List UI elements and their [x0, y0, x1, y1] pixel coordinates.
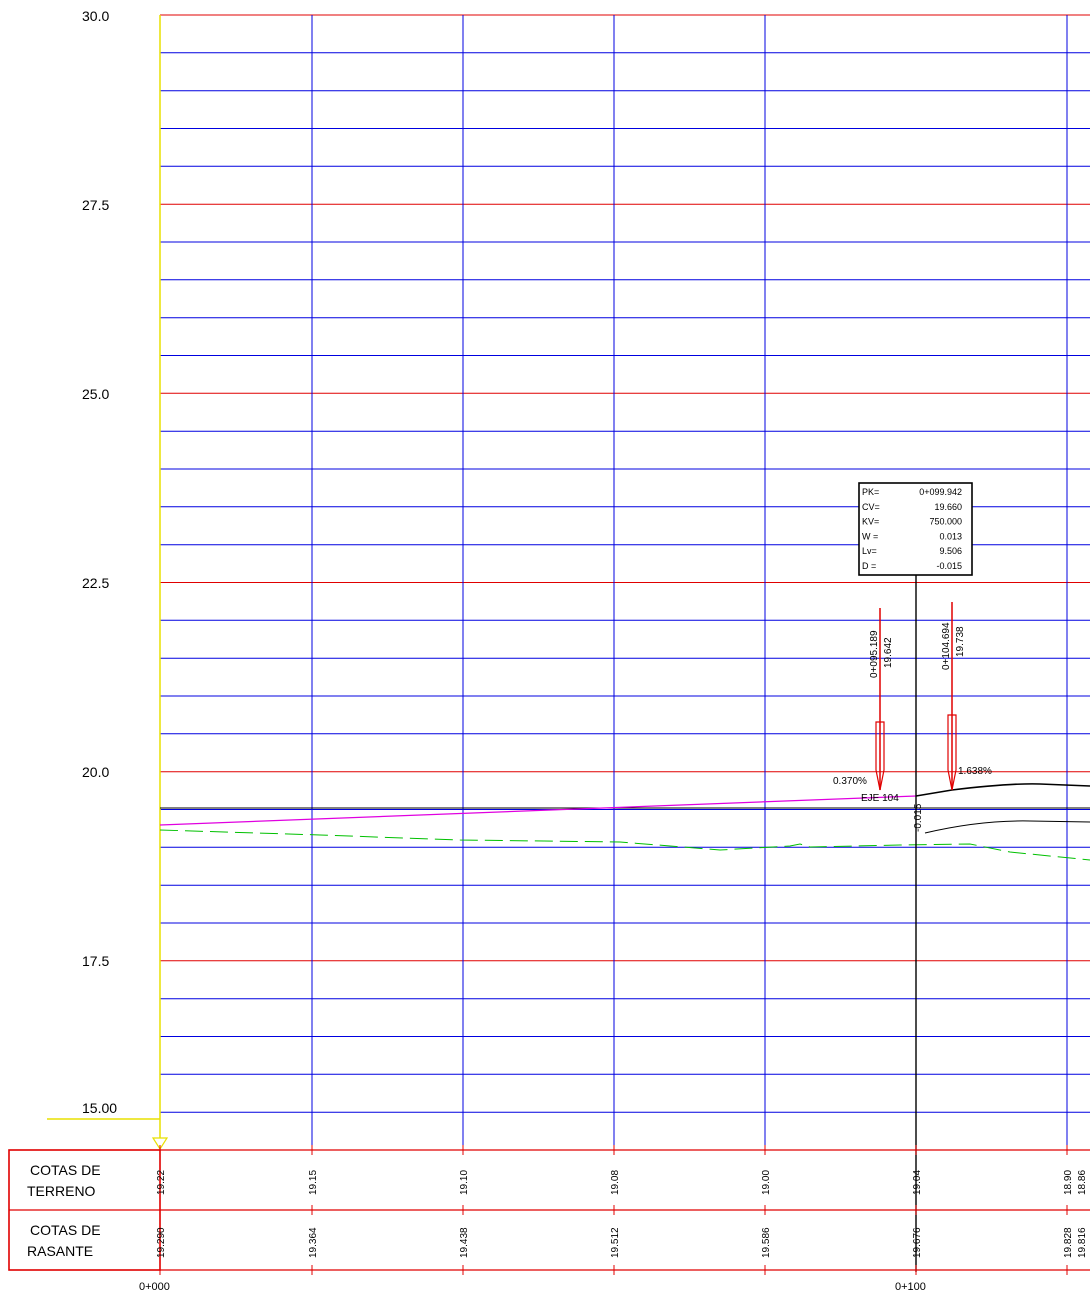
vc-value: 19.660: [934, 502, 962, 512]
marker-right: 0+104.694 19.738: [941, 602, 966, 791]
vertical-grid: [311, 15, 1068, 1150]
marker-left-station: 0+095.189: [869, 630, 880, 678]
marker-right-station: 0+104.694: [941, 622, 952, 670]
datum-label: 15.00: [82, 1100, 117, 1116]
slope-out-label: 1.638%: [958, 766, 992, 777]
rasante-value: 19.816: [1077, 1227, 1088, 1258]
rasante-value: 19.512: [610, 1227, 621, 1258]
terreno-value: 19.08: [610, 1170, 621, 1195]
rasante-value: 19.290: [156, 1227, 167, 1258]
offset-label: -0.015: [913, 803, 924, 832]
station-label-0: 0+000: [139, 1281, 170, 1293]
terreno-value: 19.22: [156, 1170, 167, 1195]
station-label-100: 0+100: [895, 1281, 926, 1293]
row1-line2: TERRENO: [27, 1183, 96, 1199]
vc-key: W =: [862, 531, 878, 541]
datum-marker-icon: [151, 1137, 169, 1151]
vc-key: PK=: [862, 487, 879, 497]
vc-key: CV=: [862, 502, 880, 512]
axis-label: EJE 104: [861, 793, 899, 804]
terreno-value: 19.04: [912, 1170, 923, 1195]
down-arrow-icon: [947, 714, 957, 791]
vc-key: KV=: [862, 517, 879, 527]
rasante-value: 19.364: [308, 1227, 319, 1258]
rasante-value: 19.438: [459, 1227, 470, 1258]
terreno-value: 19.15: [308, 1170, 319, 1195]
y-label-30: 30.0: [82, 8, 109, 24]
y-label-20: 20.0: [82, 764, 109, 780]
vc-value: 9.506: [939, 546, 962, 556]
rasante-value: 19.828: [1063, 1227, 1074, 1258]
vc-value: 0+099.942: [919, 487, 962, 497]
design-line: [915, 783, 1090, 797]
row2-line1: COTAS DE: [30, 1222, 101, 1238]
vertical-curve-box: PK= 0+099.942 CV= 19.660 KV= 750.000 W = 0.013 L…: [858, 482, 973, 576]
rasante-line: [159, 795, 917, 826]
vc-key: D =: [862, 561, 876, 571]
horizontal-grid: [160, 14, 1090, 1151]
marker-left: 0+095.189 19.642: [869, 608, 894, 791]
row1-line1: COTAS DE: [30, 1162, 101, 1178]
y-label-22-5: 22.5: [82, 575, 109, 591]
data-table: COTAS DE TERRENO COTAS DE RASANTE 19.22 1…: [8, 1145, 1090, 1293]
design-offset-line: [924, 820, 1090, 834]
y-label-25: 25.0: [82, 386, 109, 402]
vc-value: -0.015: [936, 561, 962, 571]
terreno-value: 18.90: [1063, 1170, 1074, 1195]
terrain-line: [159, 829, 1090, 861]
vc-value: 0.013: [939, 531, 962, 541]
rasante-value: 19.676: [912, 1227, 923, 1258]
terreno-value: 18.86: [1077, 1170, 1088, 1195]
vc-value: 750.000: [929, 517, 962, 527]
slope-in-label: 0.370%: [833, 776, 867, 787]
terreno-value: 19.00: [761, 1170, 772, 1195]
vc-key: Lv=: [862, 546, 877, 556]
y-label-27-5: 27.5: [82, 197, 109, 213]
down-arrow-icon: [875, 721, 885, 791]
rasante-value: 19.586: [761, 1227, 772, 1258]
row2-line2: RASANTE: [27, 1243, 93, 1259]
y-label-17-5: 17.5: [82, 953, 109, 969]
terreno-value: 19.10: [459, 1170, 470, 1195]
marker-right-elev: 19.738: [955, 626, 966, 657]
marker-left-elev: 19.642: [883, 637, 894, 668]
